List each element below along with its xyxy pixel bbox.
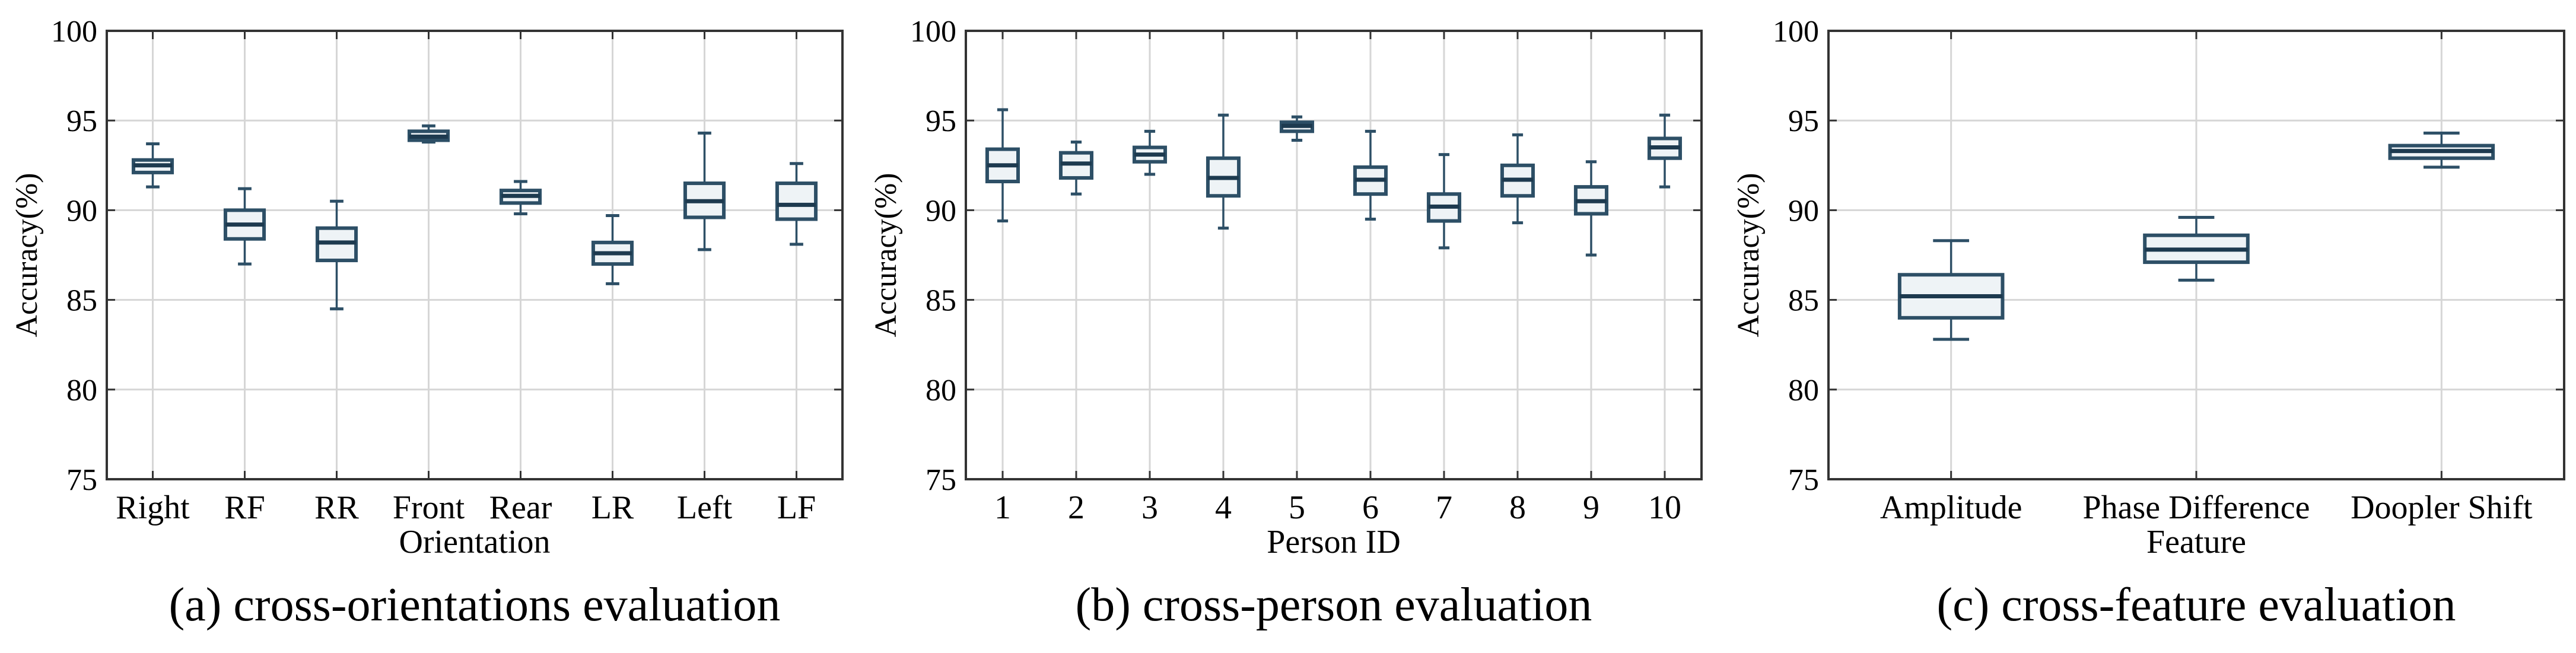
y-tick-label: 95 <box>1788 104 1819 138</box>
y-tick-label: 95 <box>926 104 956 138</box>
x-tick-label: 4 <box>1215 489 1232 526</box>
panel-b-y-ticks: 75 80 85 90 95 100 <box>910 15 1702 497</box>
x-tick-label: 5 <box>1289 489 1305 526</box>
panel-b-title: (b) cross-person evaluation <box>1076 579 1592 631</box>
y-tick-label: 85 <box>1788 284 1819 318</box>
x-tick-label: Left <box>677 489 733 526</box>
y-tick-label: 100 <box>910 15 956 49</box>
panel-c-y-ticks: 75 80 85 90 95 100 <box>1773 15 2564 497</box>
x-tick-label: 10 <box>1648 489 1681 526</box>
y-tick-label: 85 <box>926 284 956 318</box>
panel-a-x-axis-label: Orientation <box>399 524 550 560</box>
panel-a-axes-frame <box>106 30 844 480</box>
x-tick-label: Phase Difference <box>2082 489 2310 526</box>
panel-c-x-ticks: Amplitude Phase Difference Doopler Shift <box>1880 31 2533 526</box>
panel-a-x-ticks: Right RF RR Front Rear LR Left LF <box>116 31 816 526</box>
panel-a-boxes <box>131 124 818 311</box>
x-tick-label: LF <box>777 489 816 526</box>
x-tick-label: 2 <box>1068 489 1085 526</box>
iqr-box <box>775 181 818 221</box>
x-tick-label: 1 <box>994 489 1011 526</box>
y-tick-label: 95 <box>66 104 97 138</box>
x-tick-label: Right <box>116 489 190 526</box>
x-tick-label: Amplitude <box>1880 489 2022 526</box>
panel-c-title: (c) cross-feature evaluation <box>1936 579 2456 631</box>
y-tick-label: 85 <box>66 284 97 318</box>
panel-b-boxes <box>985 108 1683 257</box>
x-tick-label: 3 <box>1141 489 1158 526</box>
x-tick-label: Front <box>393 489 465 526</box>
y-tick-label: 100 <box>1773 15 1819 49</box>
y-tick-label: 75 <box>1788 463 1819 497</box>
y-tick-label: 90 <box>926 194 956 228</box>
panel-b-y-axis-label: Accuracy(%) <box>869 173 903 337</box>
x-tick-label: RR <box>314 489 359 526</box>
x-tick-label: Rear <box>489 489 552 526</box>
panel-a-grid <box>107 31 842 479</box>
panel-c: 75 80 85 90 95 100 Amplitude Phase Difference D… <box>1732 15 2565 631</box>
x-tick-label: 6 <box>1362 489 1379 526</box>
panel-a-title: (a) cross-orientations evaluation <box>169 579 781 631</box>
y-tick-label: 80 <box>926 374 956 407</box>
panel-c-boxes <box>1897 131 2495 341</box>
x-tick-label: 9 <box>1583 489 1599 526</box>
panel-c-x-axis-label: Feature <box>2146 524 2246 560</box>
x-tick-label: 8 <box>1509 489 1526 526</box>
y-tick-label: 75 <box>926 463 956 497</box>
panel-b-axes-frame <box>965 30 1703 480</box>
y-tick-label: 90 <box>66 194 97 228</box>
y-tick-label: 90 <box>1788 194 1819 228</box>
x-tick-label: LR <box>591 489 634 526</box>
panel-a: 75 80 85 90 95 100 Right RF RR Front Rear LR Left LF… <box>10 15 844 631</box>
panel-a-y-axis-label: Accuracy(%) <box>10 173 44 337</box>
x-tick-label: 7 <box>1436 489 1452 526</box>
panel-b-x-ticks: 1 2 3 4 5 6 7 8 9 10 <box>994 31 1681 526</box>
panel-b-grid <box>966 31 1702 479</box>
y-tick-label: 100 <box>51 15 97 49</box>
panel-c-y-axis-label: Accuracy(%) <box>1732 173 1766 337</box>
panel-b: 75 80 85 90 95 100 1 2 3 4 5 6 7 8 9 10 Accuracy(%) Pe… <box>869 15 1703 631</box>
panel-a-y-ticks: 75 80 85 90 95 100 <box>51 15 842 497</box>
panel-b-x-axis-label: Person ID <box>1267 524 1401 560</box>
y-tick-label: 80 <box>1788 374 1819 407</box>
y-tick-label: 75 <box>66 463 97 497</box>
x-tick-label: Doopler Shift <box>2351 489 2533 526</box>
x-tick-label: RF <box>224 489 265 526</box>
y-tick-label: 80 <box>66 374 97 407</box>
